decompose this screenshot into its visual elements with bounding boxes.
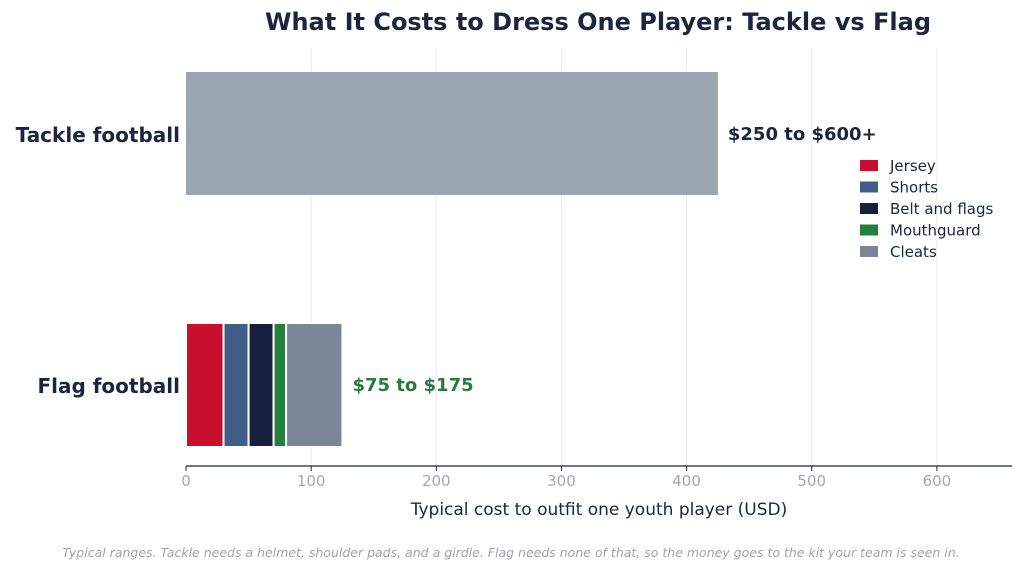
legend-label-shorts: Shorts [890, 179, 938, 197]
range-label-flag: $75 to $175 [352, 375, 473, 396]
category-label-tackle: Tackle football [16, 123, 180, 147]
tick-label-100: 100 [297, 472, 326, 490]
tick-label-400: 400 [672, 472, 701, 490]
tick-label-600: 600 [923, 472, 952, 490]
tick-label-300: 300 [547, 472, 576, 490]
legend-label-belt-and-flags: Belt and flags [890, 200, 993, 218]
legend: Jersey Shorts Belt and flags Mouthguard Clea… [860, 157, 993, 261]
tick-label-200: 200 [422, 472, 451, 490]
chart-title: What It Costs to Dress One Player: Tackl… [265, 8, 931, 36]
footnote: Typical ranges. Tackle needs a helmet, s… [62, 545, 959, 560]
bar-tackle [186, 72, 718, 195]
legend-swatch-cleats [860, 246, 878, 257]
legend-label-jersey: Jersey [889, 157, 936, 175]
legend-swatch-mouthguard [860, 224, 878, 236]
range-label-tackle: $250 to $600+ [728, 124, 877, 145]
bar-flag-jersey [185, 322, 225, 448]
x-axis-label: Typical cost to outfit one youth player … [410, 500, 788, 520]
legend-label-cleats: Cleats [890, 243, 937, 261]
bar-flag-belt-and-flags [247, 322, 275, 448]
category-label-flag: Flag football [37, 374, 180, 398]
bar-flag-cleats [285, 322, 344, 448]
x-axis-ticks: 0 100 200 300 400 500 600 [181, 466, 951, 490]
bar-flag-shorts [222, 322, 250, 448]
tick-label-500: 500 [797, 472, 826, 490]
legend-label-mouthguard: Mouthguard [890, 222, 981, 240]
legend-swatch-shorts [860, 181, 878, 193]
bars: $250 to $600+ $75 to $175 [185, 72, 877, 448]
tick-label-0: 0 [181, 472, 191, 490]
legend-swatch-belt-and-flags [860, 203, 878, 214]
bar-flag-mouthguard [272, 322, 288, 448]
legend-swatch-jersey [860, 160, 878, 171]
